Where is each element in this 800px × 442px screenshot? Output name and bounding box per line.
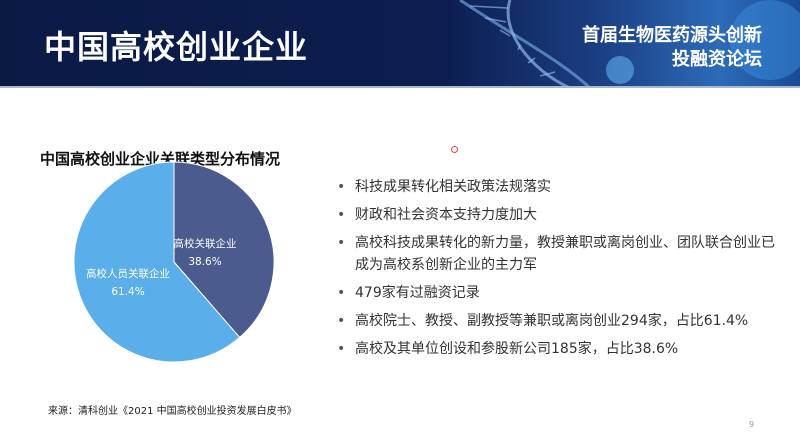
divider	[0, 86, 800, 88]
chart-title: 中国高校创业企业关联类型分布情况	[40, 150, 281, 168]
forum-name: 首届生物医药源头创新 投融资论坛	[582, 24, 762, 72]
bullet-item: 高校院士、教授、副教授等兼职或离岗创业294家，占比61.4%	[337, 310, 777, 332]
slice-label: 高校人员关联企业	[86, 267, 170, 280]
header-banner: 中国高校创业企业 首届生物医药源头创新 投融资论坛	[0, 0, 800, 88]
pie-slice	[73, 161, 241, 363]
bullet-item: 479家有过融资记录	[337, 282, 777, 304]
page-number: 9	[749, 420, 755, 429]
pie-slice	[173, 161, 275, 339]
source-note: 来源：清科创业《2021 中国高校创业投资发展白皮书》	[48, 406, 297, 417]
forum-line-2: 投融资论坛	[672, 49, 762, 70]
bullet-item: 财政和社会资本支持力度加大	[337, 204, 777, 226]
dna-helix-graphic	[459, 0, 800, 88]
slice-value-label: 38.6%	[188, 256, 221, 268]
bullet-item: 高校及其单位创设和参股新公司185家，占比38.6%	[337, 338, 777, 360]
bullet-list: 科技成果转化相关政策法规落实 财政和社会资本支持力度加大 高校科技成果转化的新力…	[337, 176, 777, 366]
pointer-marker	[451, 146, 458, 153]
page-title: 中国高校创业企业	[44, 28, 309, 66]
forum-line-1: 首届生物医药源头创新	[582, 25, 762, 46]
bullet-item: 科技成果转化相关政策法规落实	[337, 176, 777, 198]
pie-chart: 高校关联企业 38.6% 高校人员关联企业 61.4%	[73, 161, 275, 363]
slice-label: 高校关联企业	[174, 237, 237, 250]
slice-value-label: 61.4%	[111, 286, 144, 298]
bullet-item: 高校科技成果转化的新力量，教授兼职或离岗创业、团队联合创业已成为高校系创新企业的…	[337, 232, 777, 276]
